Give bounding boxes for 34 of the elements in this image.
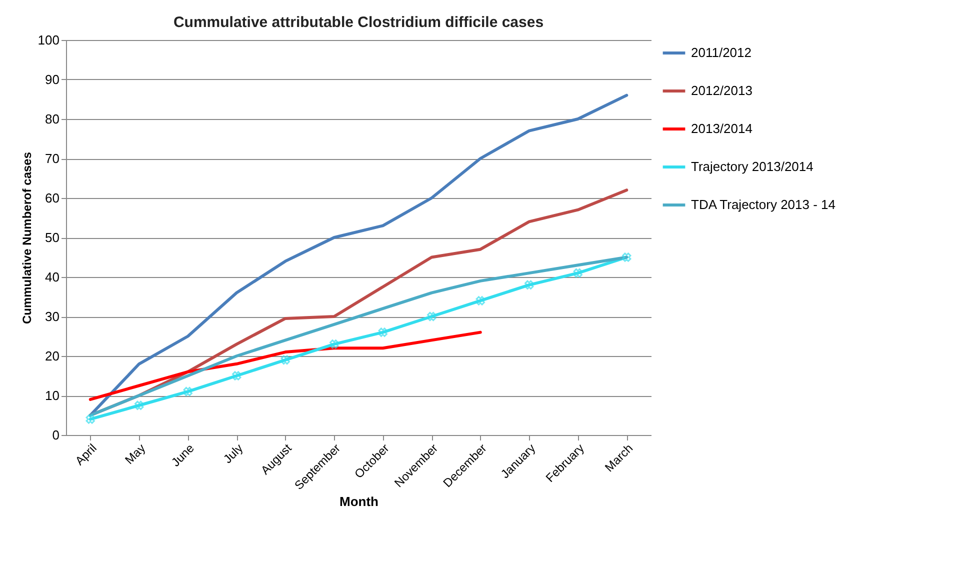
- y-tick-label: 70: [45, 151, 60, 166]
- x-axis-title: Month: [340, 494, 379, 509]
- point: [232, 371, 242, 380]
- y-tick-label: 0: [52, 428, 60, 442]
- point: [427, 312, 436, 322]
- legend-label: 2013/2014: [691, 121, 752, 136]
- x-tick-label: May: [122, 441, 148, 468]
- x-tick-label: July: [220, 441, 246, 466]
- point: [378, 328, 388, 337]
- point: [573, 268, 582, 278]
- y-tick-label: 50: [45, 230, 60, 245]
- legend-label: 2011/2012: [691, 45, 752, 60]
- chart-title: Cummulative attributable Clostridium difficile cases: [173, 14, 544, 31]
- point: [280, 355, 290, 365]
- y-tick-label: 40: [45, 270, 60, 284]
- legend-label: TDA Trajectory 2013 - 14: [691, 197, 836, 212]
- y-tick-label: 20: [45, 348, 60, 364]
- legend-label: 2012/2013: [691, 83, 752, 98]
- point: [330, 340, 339, 349]
- y-tick-label: 10: [45, 388, 60, 403]
- y-tick-label: 60: [45, 190, 60, 206]
- line-series: [88, 330, 482, 401]
- y-axis-title: Cummulative Numberof cases: [20, 152, 34, 324]
- y-tick-label: 80: [45, 112, 60, 126]
- point: [86, 414, 95, 424]
- legend-label: Trajectory 2013/2014: [691, 159, 814, 174]
- y-tick-label: 100: [38, 32, 60, 48]
- y-tick-label: 30: [45, 309, 60, 324]
- point: [183, 386, 192, 396]
- point: [524, 280, 534, 290]
- y-tick-label: 90: [45, 72, 60, 87]
- point: [622, 252, 632, 262]
- point: [134, 400, 144, 410]
- point: [476, 296, 485, 306]
